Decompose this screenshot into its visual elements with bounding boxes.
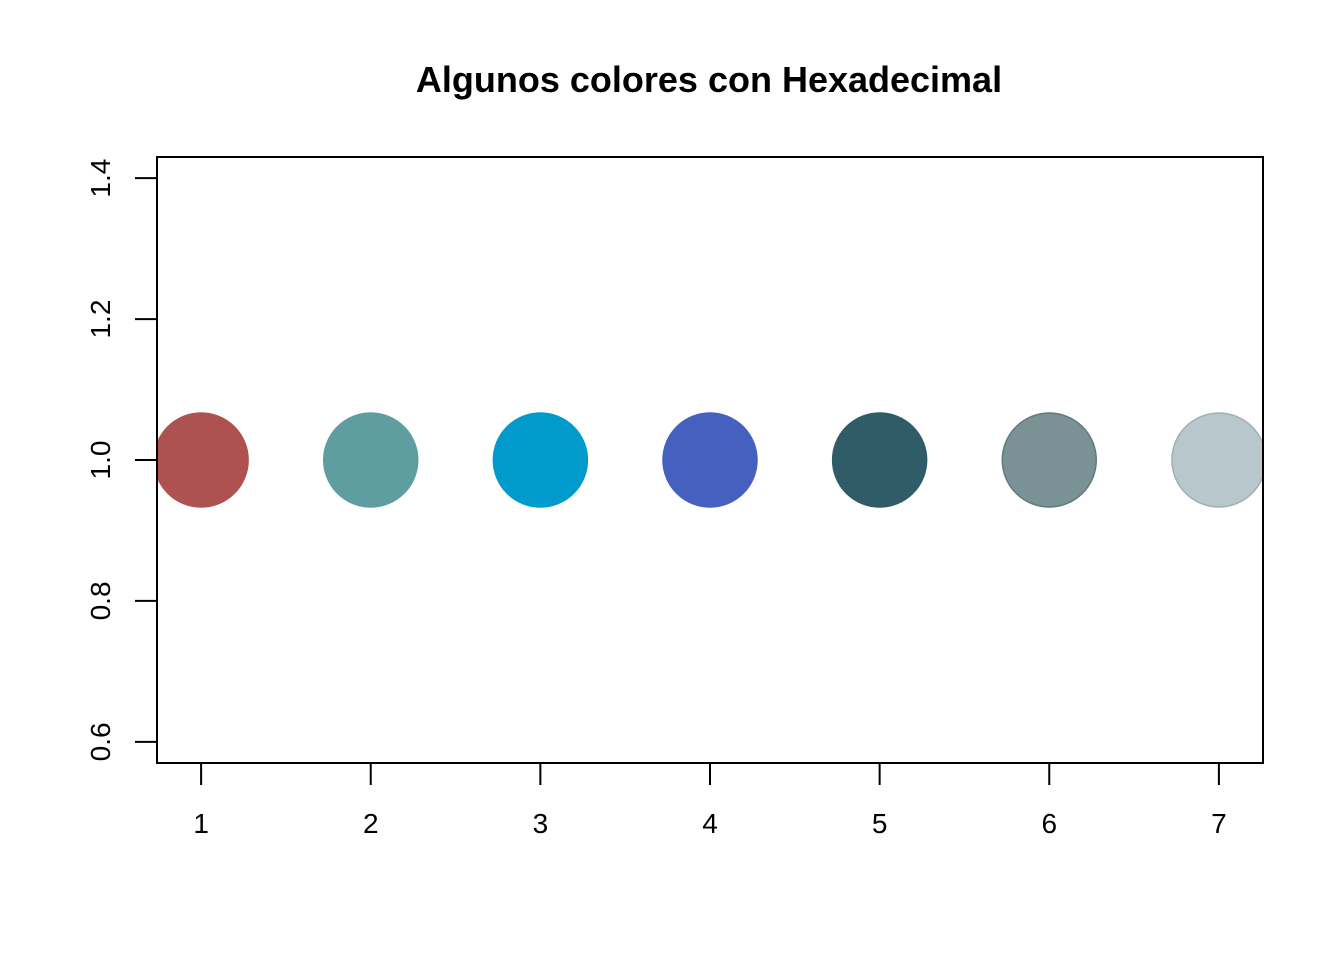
x-axis: 1 2 3 4 5 6 7 (193, 762, 1227, 839)
data-point-6 (1001, 412, 1098, 508)
x-tick-label-6: 6 (1041, 808, 1057, 839)
y-tick-label-5: 1.4 (85, 159, 116, 198)
x-tick-label-2: 2 (363, 808, 379, 839)
y-tick-label-4: 1.2 (85, 300, 116, 339)
x-tick-label-5: 5 (872, 808, 888, 839)
data-point-2 (322, 412, 419, 508)
data-point-4 (662, 412, 758, 508)
data-point-3 (492, 412, 589, 508)
x-tick-label-4: 4 (702, 808, 718, 839)
data-point-1 (157, 412, 249, 508)
x-tick-label-1: 1 (193, 808, 209, 839)
points-layer (157, 412, 1263, 508)
y-tick-label-1: 0.6 (85, 722, 116, 761)
y-axis: 0.6 0.8 1.0 1.2 1.4 (85, 159, 158, 761)
x-tick-label-3: 3 (533, 808, 549, 839)
y-tick-label-2: 0.8 (85, 581, 116, 620)
data-point-5 (831, 412, 928, 508)
y-tick-label-3: 1.0 (85, 441, 116, 480)
data-point-7 (1171, 412, 1263, 508)
chart-title: Algunos colores con Hexadecimal (416, 59, 1002, 100)
x-tick-label-7: 7 (1211, 808, 1227, 839)
